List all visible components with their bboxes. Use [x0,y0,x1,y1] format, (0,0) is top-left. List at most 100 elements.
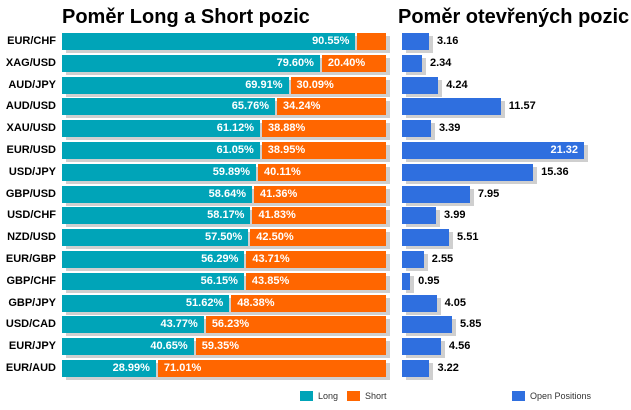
bar-value-long: 61.05% [216,144,254,156]
pair-label: GBP/CHF [6,274,57,287]
bar-short [246,251,386,268]
legend-swatch-long [300,391,313,401]
bar-long [62,76,289,94]
bar-value-open-positions: 3.99 [444,209,466,222]
bar-value-short: 41.83% [258,209,296,222]
bar-value-short: 41.36% [259,187,298,200]
bar-open-positions [402,185,470,203]
bar-value-open-positions: 4.05 [444,296,466,309]
bar-open-positions [402,294,437,312]
bar-value-long: 43.77% [160,318,198,331]
legend-item-open-positions: Open Positions [512,391,591,401]
bar-value-short: 42.50% [256,231,294,244]
bar-value-long: 59.89% [212,165,251,178]
bar-value-open-positions: 5.85 [459,318,482,331]
bar-value-short: 20.40% [327,56,366,69]
bar-value-open-positions: 3.16 [436,35,459,47]
bar-open-positions [402,360,430,377]
bar-value-long: 28.99% [112,362,150,374]
bar-value-open-positions: 2.34 [429,56,452,69]
bar-short [277,98,386,116]
bar-short [231,294,386,312]
bar-value-short: 40.11% [264,165,301,178]
bar-long [62,120,261,138]
bar-value-long: 40.65% [150,340,188,353]
pair-label: AUD/JPY [8,78,56,91]
pair-label: AUD/USD [5,100,56,113]
bar-long [62,316,204,334]
bar-open-positions [402,142,584,159]
pair-label: NZD/USD [7,231,56,244]
bar-open-positions [402,338,441,356]
bar-value-open-positions: 4.24 [446,78,468,91]
bar-value-open-positions: 3.39 [438,122,461,135]
bar-long [62,360,156,377]
bar-value-short: 38.95% [267,144,306,156]
bar-short [253,185,386,203]
bar-value-open-positions: 11.57 [508,100,536,113]
pair-label: EUR/GBP [5,253,56,265]
legend-label-open-positions: Open Positions [530,391,592,401]
bar-short [245,272,386,290]
pair-label: EUR/USD [6,144,56,156]
bar-value-short: 59.35% [201,340,240,353]
bar-value-long: 58.17% [207,209,245,222]
bar-long [62,33,356,50]
bar-value-short: 56.23% [211,318,250,331]
bar-value-open-positions: 15.36 [541,165,569,178]
bar-value-short: 43.85% [251,274,290,287]
bar-long [62,142,260,159]
bar-short [205,316,386,334]
bar-value-long: 69.91% [245,78,283,91]
bar-short [321,54,386,72]
legend-swatch-short [347,391,360,401]
bar-open-positions [402,98,501,116]
bar-value-long: 90.55% [312,35,350,47]
bar-value-long: 56.15% [200,274,238,287]
bar-long [62,185,252,203]
pair-label: EUR/AUD [5,362,56,374]
long-short-chart-title: Poměr Long a Short pozic [62,6,310,28]
bar-value-long: 61.12% [216,122,255,135]
bar-short [258,163,386,181]
legend-item-long: Long [300,391,338,401]
legend-swatch-open-positions [512,391,525,401]
pair-label: GBP/JPY [8,296,56,309]
bar-short [157,360,386,377]
bar-short [261,142,386,159]
bar-value-short: 34.24% [283,100,321,113]
bar-open-positions [402,163,534,181]
pair-label: EUR/JPY [8,340,56,353]
pair-label: GBP/USD [5,187,56,200]
pair-label: XAU/USD [6,122,56,135]
bar-long [62,272,244,290]
pair-label: USD/JPY [8,165,56,178]
pair-label: EUR/CHF [7,35,56,47]
bar-value-open-positions: 5.51 [457,231,479,244]
bar-value-open-positions: 21.32 [550,144,578,156]
bar-value-open-positions: 2.55 [431,253,454,265]
bar-open-positions [402,316,452,334]
bar-open-positions [402,54,422,72]
bar-short [250,229,386,247]
bar-open-positions [402,207,437,225]
bar-short [357,33,386,50]
open-positions-chart-title: Poměr otevřených pozic [398,6,630,28]
bar-long [62,294,230,312]
legend-label-long: Long [318,391,339,401]
bar-short [290,76,386,94]
bar-value-open-positions: 7.95 [477,187,500,200]
pair-label: USD/CHF [7,209,56,222]
pair-label: XAG/USD [5,56,56,69]
bar-long [62,338,194,356]
bar-long [62,251,245,268]
bar-value-long: 51.62% [185,296,224,309]
bar-value-long: 65.76% [231,100,270,113]
bar-value-short: 38.88% [268,122,306,135]
bar-value-short: 71.01% [163,362,202,374]
legend-label-short: Short [365,391,387,401]
bar-value-short: 43.71% [252,253,290,265]
bar-open-positions [402,120,431,138]
bar-open-positions [402,33,429,50]
